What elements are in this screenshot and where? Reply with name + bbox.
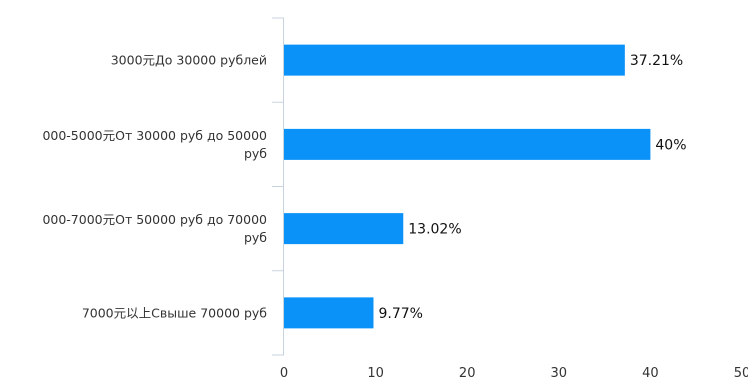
category-label: 3000元До 30000 рублей <box>111 53 267 68</box>
x-tick-label: 0 <box>280 366 288 381</box>
category-label: 000-5000元От 30000 руб до 50000 руб <box>42 128 267 161</box>
x-tick-label: 10 <box>367 366 384 381</box>
data-label: 9.77% <box>378 306 422 322</box>
category-label: 7000元以上Свыше 70000 руб <box>82 305 267 320</box>
category-label: 000-7000元От 50000 руб до 70000 руб <box>42 212 267 245</box>
data-label: 13.02% <box>408 222 461 238</box>
x-tick-label: 20 <box>459 366 476 381</box>
x-tick-label: 50 <box>734 366 748 381</box>
x-tick-label: 30 <box>551 366 568 381</box>
bar <box>284 44 625 76</box>
bar <box>284 297 374 329</box>
bar <box>284 128 651 160</box>
data-label: 37.21% <box>630 53 683 69</box>
bar <box>284 213 404 245</box>
data-label: 40% <box>655 137 686 153</box>
x-tick-label: 40 <box>642 366 659 381</box>
